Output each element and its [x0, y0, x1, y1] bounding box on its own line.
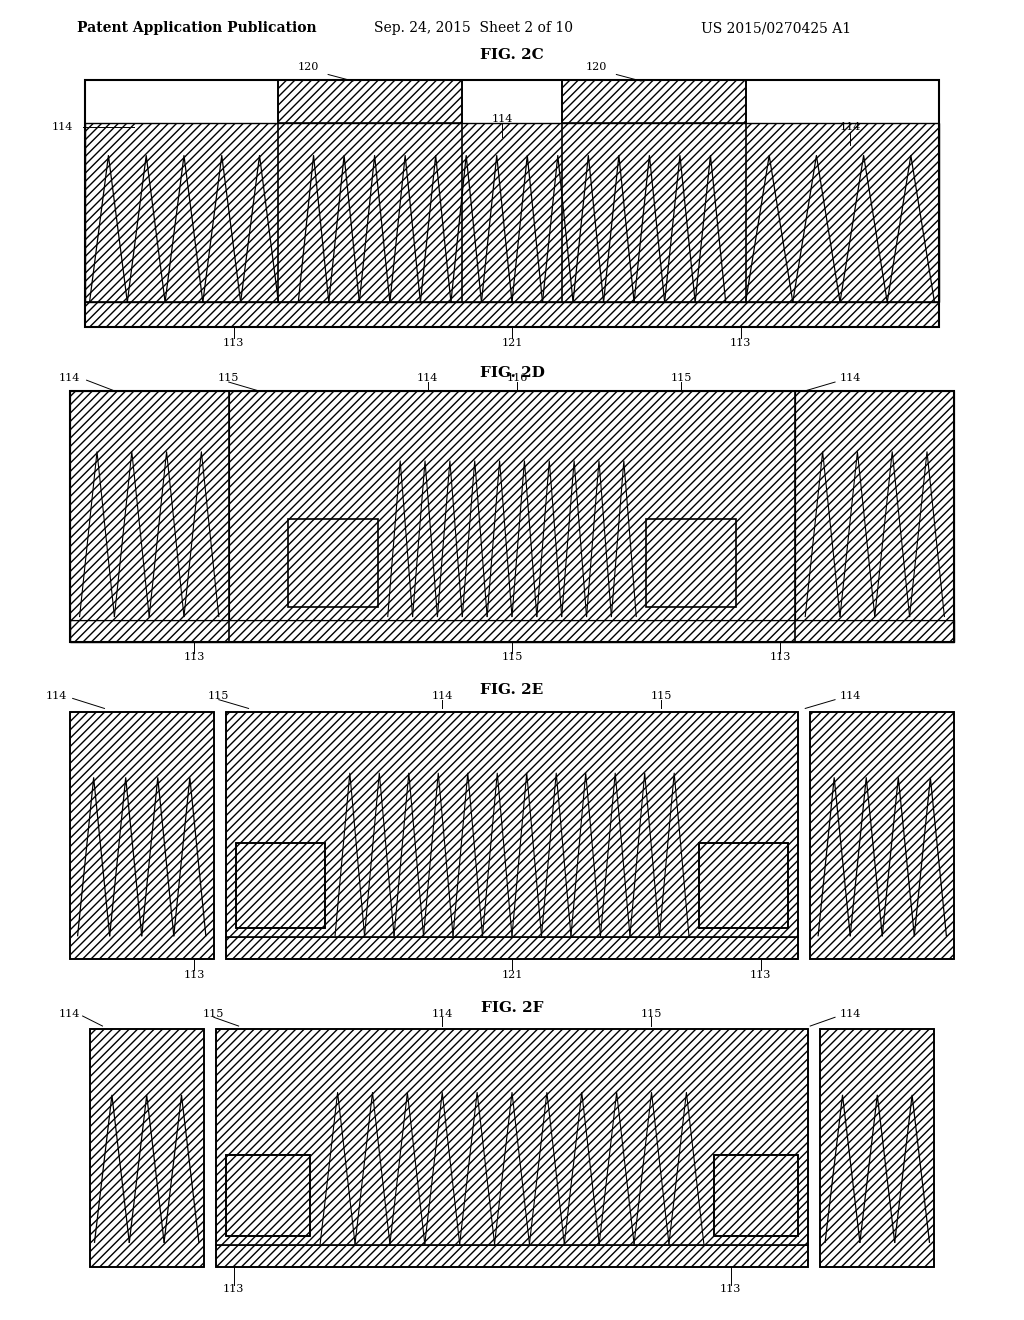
Bar: [810, 711, 954, 960]
Text: 115: 115: [203, 1008, 224, 1019]
Bar: [289, 519, 378, 607]
Bar: [85, 302, 939, 327]
Text: 114: 114: [840, 1008, 860, 1019]
Text: 115: 115: [208, 690, 229, 701]
Text: 116: 116: [506, 374, 527, 383]
Text: 121: 121: [502, 338, 522, 347]
Bar: [216, 1246, 808, 1267]
Bar: [279, 79, 462, 123]
Text: FIG. 2E: FIG. 2E: [480, 684, 544, 697]
Text: 114: 114: [432, 690, 453, 701]
Text: 114: 114: [59, 374, 80, 383]
Bar: [236, 843, 326, 928]
Text: Sep. 24, 2015  Sheet 2 of 10: Sep. 24, 2015 Sheet 2 of 10: [374, 21, 572, 36]
Text: 114: 114: [417, 374, 438, 383]
Text: 114: 114: [492, 114, 513, 124]
Text: US 2015/0270425 A1: US 2015/0270425 A1: [701, 21, 852, 36]
Bar: [796, 391, 954, 619]
Bar: [225, 1155, 310, 1236]
Text: FIG. 2C: FIG. 2C: [480, 48, 544, 62]
Bar: [225, 1155, 310, 1236]
Text: 115: 115: [650, 690, 672, 701]
Text: 113: 113: [770, 652, 792, 663]
Bar: [70, 711, 214, 960]
Text: 113: 113: [183, 652, 205, 663]
Text: 114: 114: [52, 121, 74, 132]
Bar: [228, 391, 796, 619]
Text: 115: 115: [640, 1008, 662, 1019]
Bar: [820, 1030, 935, 1267]
Bar: [646, 519, 735, 607]
Bar: [236, 843, 326, 928]
Text: 120: 120: [586, 62, 607, 71]
Bar: [85, 123, 939, 302]
Text: 113: 113: [183, 970, 205, 979]
Text: 115: 115: [218, 374, 240, 383]
Bar: [225, 711, 799, 960]
Text: Patent Application Publication: Patent Application Publication: [77, 21, 316, 36]
Text: 121: 121: [502, 970, 522, 979]
Bar: [89, 1030, 204, 1267]
Bar: [216, 1030, 808, 1267]
Bar: [562, 79, 745, 123]
Bar: [70, 391, 954, 642]
Text: 113: 113: [720, 1284, 741, 1295]
Bar: [70, 711, 214, 960]
Bar: [70, 619, 954, 642]
Text: 114: 114: [840, 374, 860, 383]
Text: 113: 113: [223, 1284, 245, 1295]
Bar: [85, 79, 939, 327]
Text: 114: 114: [432, 1008, 453, 1019]
Bar: [89, 1030, 204, 1267]
Text: FIG. 2F: FIG. 2F: [480, 1001, 544, 1015]
Text: 114: 114: [46, 690, 68, 701]
Text: 114: 114: [840, 121, 860, 132]
Bar: [225, 937, 799, 960]
Text: 113: 113: [750, 970, 771, 979]
Bar: [820, 1030, 935, 1267]
Text: 115: 115: [671, 374, 691, 383]
Bar: [698, 843, 788, 928]
Bar: [70, 391, 228, 619]
Bar: [810, 711, 954, 960]
Text: 120: 120: [298, 62, 318, 71]
Bar: [698, 843, 788, 928]
Bar: [714, 1155, 799, 1236]
Bar: [714, 1155, 799, 1236]
Text: 113: 113: [223, 338, 245, 347]
Text: 114: 114: [840, 690, 860, 701]
Text: 113: 113: [730, 338, 752, 347]
Bar: [216, 1030, 808, 1246]
Text: FIG. 2D: FIG. 2D: [479, 366, 545, 380]
Text: 114: 114: [59, 1008, 80, 1019]
Text: 115: 115: [502, 652, 522, 663]
Bar: [225, 711, 799, 937]
